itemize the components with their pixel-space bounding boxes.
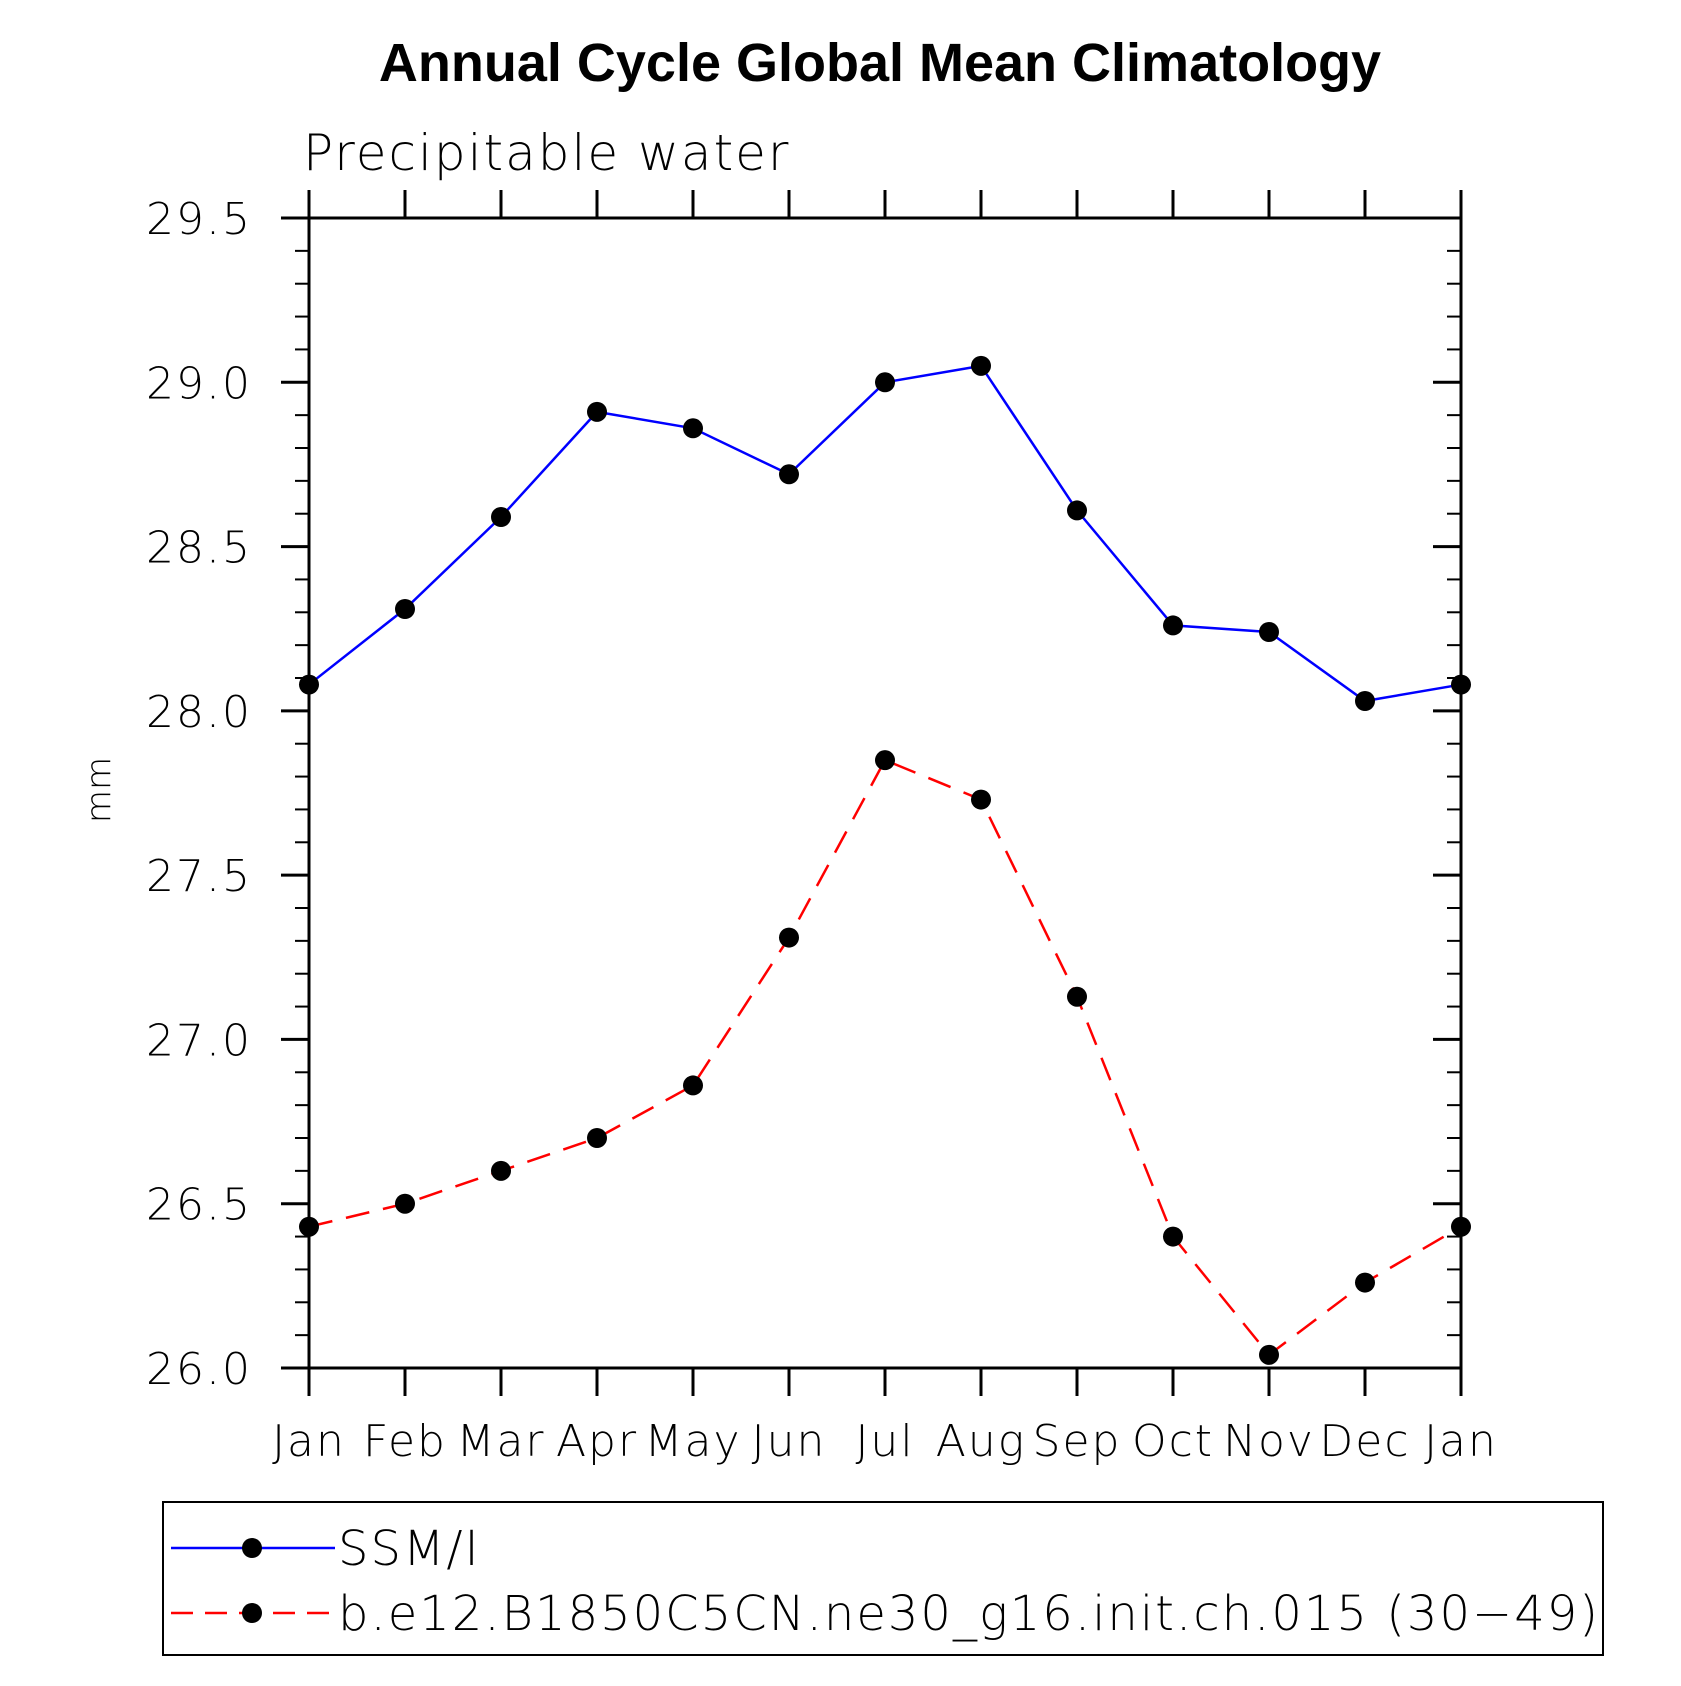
x-tick-label: Jun [752, 1416, 827, 1467]
legend-marker-1 [242, 1538, 262, 1558]
legend-marker-2 [242, 1603, 262, 1623]
series-2-point [491, 1160, 511, 1181]
x-tick-label: Jan [272, 1416, 346, 1467]
legend-box [162, 1501, 1604, 1656]
legend: SSM/I b.e12.B1850C5CN.ne30_g16.init.ch.01… [162, 1501, 1604, 1656]
series-2-point [299, 1216, 319, 1237]
series-2-point [587, 1128, 607, 1148]
series-line-1 [308, 364, 1462, 703]
legend-label-1: SSM/I [338, 1521, 481, 1577]
series-1-point [683, 418, 703, 439]
legend-label-2: b.e12.B1850C5CN.ne30_g16.init.ch.015 (30… [338, 1586, 1600, 1642]
y-tick-label: 27.5 [146, 851, 252, 902]
x-tick-label: Nov [1223, 1416, 1315, 1467]
series-2-point [683, 1075, 703, 1096]
axis-ticks [281, 190, 1463, 1396]
y-tick-label: 26.5 [146, 1180, 252, 1231]
series-2-point [971, 789, 991, 810]
x-tick-label: Jul [855, 1416, 914, 1467]
series-2-point [1355, 1272, 1375, 1293]
series-1-point [875, 372, 895, 393]
chart-subtitle: Precipitable water [303, 124, 791, 182]
y-tick-label: 28.0 [146, 687, 252, 738]
x-tick-label: Mar [456, 1416, 545, 1467]
y-tick-label: 26.0 [146, 1344, 252, 1395]
series-1-point [779, 464, 799, 485]
x-tick-label: Jan [1424, 1416, 1498, 1467]
x-tick-label: Dec [1319, 1416, 1410, 1467]
series-1-point [1355, 691, 1375, 711]
y-axis-label: mm [79, 757, 119, 823]
series-1-point [395, 599, 415, 619]
series-1-point [1163, 615, 1183, 636]
y-tick-label: 28.5 [146, 523, 252, 574]
series-2-point [875, 750, 895, 771]
series-2-point [779, 927, 799, 948]
series-2-point [395, 1193, 415, 1214]
series-1-point [971, 355, 991, 376]
series-1-point [587, 401, 607, 422]
y-tick-label: 29.0 [146, 358, 252, 409]
series-1-point [491, 507, 511, 527]
x-tick-label: Aug [936, 1416, 1026, 1467]
series-line-2 [308, 758, 1462, 1357]
chart-title: Annual Cycle Global Mean Climatology [379, 33, 1381, 93]
x-tick-label: Apr [556, 1416, 638, 1467]
series-1-point [1067, 500, 1087, 521]
series-2-point [1163, 1226, 1183, 1247]
x-tick-label: Feb [363, 1416, 447, 1467]
series-layer [299, 355, 1471, 1365]
y-tick-label: 27.0 [146, 1015, 252, 1066]
x-tick-label: Oct [1132, 1416, 1214, 1467]
series-1-point [1451, 674, 1471, 695]
series-1-point [299, 674, 319, 695]
series-2-point [1067, 986, 1087, 1007]
series-2-point [1451, 1216, 1471, 1237]
series-2-point [1259, 1344, 1279, 1365]
tick-labels: Jan Feb Mar Apr May Jun Jul Aug Sep Oct Nov Dec Jan 2… [146, 194, 1498, 1467]
series-1-point [1259, 622, 1279, 642]
y-tick-label: 29.5 [146, 194, 252, 245]
x-tick-label: May [645, 1416, 742, 1467]
x-tick-label: Sep [1033, 1416, 1122, 1467]
